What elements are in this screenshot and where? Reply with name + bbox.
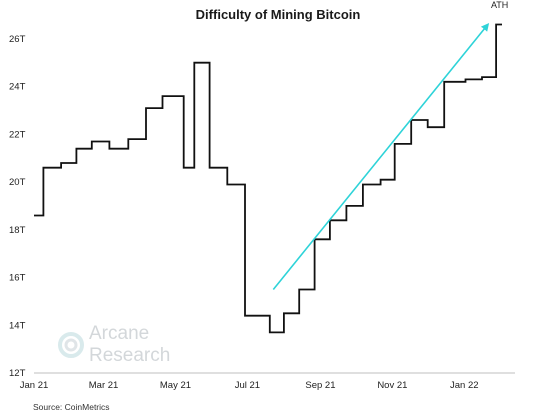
x-tick-label: Jul 21 (235, 380, 260, 391)
y-tick-label: 14T (9, 320, 26, 331)
y-tick-label: 26T (9, 34, 26, 45)
y-tick-label: 18T (9, 225, 26, 236)
difficulty-step-line (34, 23, 502, 334)
x-tick-label: Jan 22 (450, 380, 479, 391)
x-tick-label: Jan 21 (20, 380, 49, 391)
ath-annotation: ATH (491, 0, 508, 10)
y-tick-label: 24T (9, 82, 26, 93)
x-axis-ticks: Jan 21 Mar 21 May 21 Jul 21 Sep 21 Nov 21 Jan … (20, 380, 479, 391)
x-tick-label: Nov 21 (377, 380, 407, 391)
watermark-line2: Research (89, 345, 170, 366)
x-tick-label: May 21 (160, 380, 191, 391)
y-axis-ticks: 12T 14T 16T 18T 20T 22T 24T 26T (9, 34, 26, 379)
y-tick-label: 16T (9, 273, 26, 284)
y-tick-label: 20T (9, 177, 26, 188)
x-tick-label: Sep 21 (305, 380, 335, 391)
y-tick-label: 12T (9, 368, 26, 379)
chart-source: Source: CoinMetrics (33, 402, 110, 412)
watermark-logo: Arcane Research (58, 323, 170, 366)
chart-title: Difficulty of Mining Bitcoin (195, 7, 361, 22)
trend-arrow (272, 22, 490, 290)
arcane-logo-icon (58, 332, 84, 358)
annotations: ATH (491, 0, 508, 10)
y-tick-label: 22T (9, 129, 26, 140)
watermark-line1: Arcane (89, 323, 149, 344)
x-tick-label: Mar 21 (89, 380, 119, 391)
